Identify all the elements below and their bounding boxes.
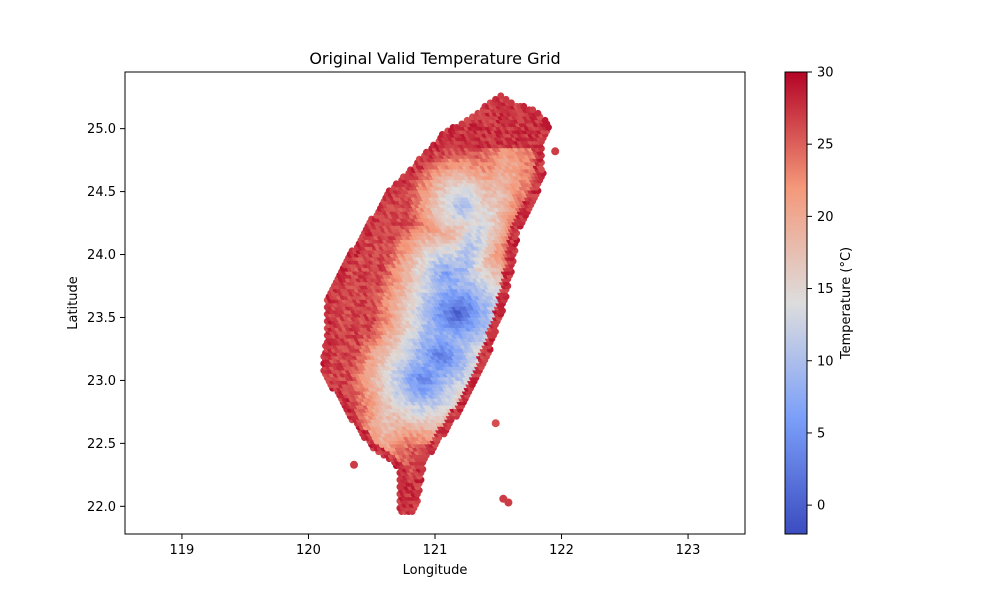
temperature-cell bbox=[529, 106, 537, 114]
chart-title: Original Valid Temperature Grid bbox=[309, 49, 560, 68]
colorbar-tick-label: 10 bbox=[817, 354, 834, 369]
temperature-cell bbox=[534, 109, 542, 117]
colorbar-tick-label: 30 bbox=[817, 66, 834, 81]
y-tick-label: 22.0 bbox=[87, 500, 116, 515]
x-axis-label: Longitude bbox=[403, 563, 468, 578]
colorbar-tick-label: 5 bbox=[817, 426, 825, 441]
x-tick-label: 122 bbox=[549, 543, 574, 558]
colorbar-tick-label: 0 bbox=[817, 499, 825, 514]
temperature-cell bbox=[508, 99, 515, 107]
colorbar-ticks: 0 5 10 15 20 25 30 bbox=[807, 66, 834, 514]
colorbar-tick-label: 25 bbox=[817, 138, 834, 153]
x-tick-label: 120 bbox=[296, 543, 321, 558]
colorbar-tick-label: 15 bbox=[817, 282, 834, 297]
colorbar: 0 5 10 15 20 25 30 Temperature (°C) bbox=[784, 66, 854, 535]
colorbar-tick-label: 20 bbox=[817, 210, 834, 225]
temperature-cells bbox=[320, 92, 560, 515]
temperature-cell bbox=[541, 116, 549, 124]
colorbar-label: Temperature (°C) bbox=[839, 247, 854, 360]
y-tick-label: 23.5 bbox=[87, 311, 116, 326]
y-tick-label: 23.0 bbox=[87, 374, 116, 389]
x-axis-ticks: 119 120 121 122 123 bbox=[170, 534, 701, 558]
y-tick-label: 24.0 bbox=[87, 248, 116, 263]
island-point bbox=[350, 460, 358, 469]
island-point bbox=[491, 419, 500, 428]
island-point bbox=[551, 147, 560, 156]
temperature-cell bbox=[520, 102, 528, 110]
x-tick-label: 121 bbox=[423, 543, 448, 558]
y-tick-label: 24.5 bbox=[87, 185, 116, 200]
y-axis-label: Latitude bbox=[66, 276, 81, 330]
temperature-cell bbox=[497, 92, 505, 100]
y-tick-label: 25.0 bbox=[87, 122, 116, 137]
colorbar-gradient bbox=[784, 71, 808, 535]
x-tick-label: 119 bbox=[170, 543, 195, 558]
y-tick-label: 22.5 bbox=[87, 437, 116, 452]
y-axis-ticks: 22.0 22.5 23.0 23.5 24.0 24.5 25.0 bbox=[87, 122, 125, 515]
x-tick-label: 123 bbox=[676, 543, 701, 558]
island-point bbox=[504, 498, 513, 507]
plot-area bbox=[124, 71, 746, 535]
temperature-cell bbox=[502, 95, 510, 103]
